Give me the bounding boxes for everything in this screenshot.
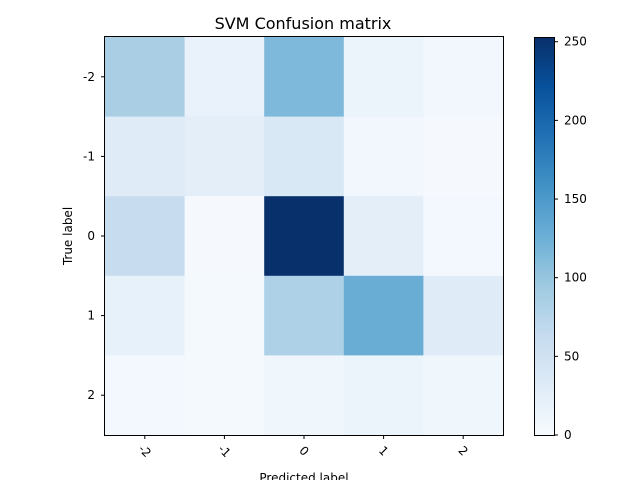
heatmap-cell (105, 355, 186, 436)
y-tick-label: 1 (87, 309, 95, 323)
colorbar-tick-label: 0 (564, 428, 572, 442)
heatmap-cell (105, 37, 186, 118)
heatmap-cell (105, 196, 186, 277)
x-tick-label: 1 (376, 443, 391, 458)
chart-title: SVM Confusion matrix (215, 14, 392, 33)
heatmap-cell (264, 275, 345, 356)
x-tick-label: 0 (296, 443, 311, 458)
colorbar-frame (534, 37, 555, 436)
heatmap-cell (264, 196, 345, 277)
y-tick-label: 0 (87, 229, 95, 243)
y-tick-label: -2 (83, 70, 95, 84)
colorbar (534, 37, 554, 435)
heatmap-cell (423, 196, 504, 277)
colorbar-tick-label: 100 (564, 271, 587, 285)
heatmap-cell (264, 116, 345, 197)
heatmap-cells (105, 37, 504, 436)
heatmap-cell (423, 355, 504, 436)
colorbar-tick-label: 200 (564, 113, 587, 127)
y-axis-ticks: -2 -1 0 1 2 (83, 70, 105, 402)
heatmap-cell (423, 275, 504, 356)
heatmap-cell (343, 116, 424, 197)
colorbar-tick-label: 50 (564, 349, 579, 363)
heatmap-cell (105, 275, 186, 356)
y-tick-label: 2 (87, 388, 95, 402)
heatmap-cell (423, 116, 504, 197)
x-tick-label: 2 (456, 443, 471, 458)
heatmap-cell (184, 355, 265, 436)
x-axis-ticks: -2 -1 0 1 2 (136, 435, 471, 460)
colorbar-ticks: 0 50 100 150 200 250 (554, 35, 587, 442)
heatmap-cell (184, 116, 265, 197)
heatmap-cell (184, 37, 265, 118)
heatmap-cell (105, 116, 186, 197)
heatmap-cell (423, 37, 504, 118)
heatmap-cell (184, 275, 265, 356)
heatmap-cell (343, 37, 424, 118)
colorbar-tick-label: 150 (564, 192, 587, 206)
colorbar-tick-label: 250 (564, 35, 587, 49)
y-tick-label: -1 (83, 149, 95, 163)
x-tick-label: -2 (136, 442, 154, 460)
heatmap-cell (343, 196, 424, 277)
x-axis-label: Predicted label (259, 471, 348, 480)
heatmap-cell (343, 355, 424, 436)
y-axis-label: True label (61, 207, 75, 266)
heatmap-cell (184, 196, 265, 277)
x-tick-label: -1 (215, 442, 233, 460)
heatmap-cell (343, 275, 424, 356)
heatmap-cell (264, 355, 345, 436)
heatmap-cell (264, 37, 345, 118)
